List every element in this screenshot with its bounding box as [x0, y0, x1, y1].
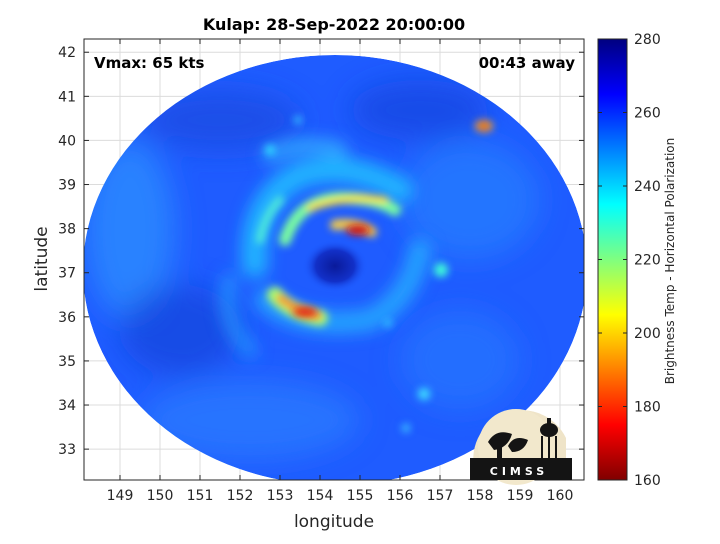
y-tick-label: 38	[58, 222, 76, 238]
eye-region	[303, 240, 367, 292]
y-axis: 33 34 35 36 37 38 39 40 41 42	[58, 45, 584, 458]
colorbar-tick-label: 260	[634, 106, 661, 122]
logo-text: CIMSS	[490, 465, 548, 478]
x-tick-label: 156	[387, 488, 414, 504]
y-tick-label: 42	[58, 45, 76, 61]
y-axis-label: latitude	[32, 226, 52, 291]
colorbar-tick-label: 220	[634, 253, 661, 269]
y-tick-label: 33	[58, 442, 76, 458]
x-tick-label: 155	[347, 488, 374, 504]
x-axis-label: longitude	[294, 512, 374, 532]
x-tick-label: 150	[147, 488, 174, 504]
y-tick-label: 39	[58, 178, 76, 194]
microwave-swath	[84, 55, 584, 480]
x-tick-label: 151	[187, 488, 214, 504]
y-tick-label: 37	[58, 266, 76, 282]
y-tick-label: 41	[58, 89, 76, 105]
colorbar-label: Brightness Temp - Horizontal Polarizatio…	[663, 138, 677, 385]
chart-title: Kulap: 28-Sep-2022 20:00:00	[203, 15, 465, 34]
vmax-annotation: Vmax: 65 kts	[94, 54, 204, 72]
colorbar	[598, 39, 627, 480]
x-tick-label: 154	[307, 488, 334, 504]
x-tick-label: 159	[507, 488, 534, 504]
x-axis: 149 150 151 152 153 154 155 156 157 158 159 160	[107, 39, 574, 504]
x-tick-label: 153	[267, 488, 294, 504]
x-tick-label: 160	[547, 488, 574, 504]
colorbar-tick-label: 280	[634, 32, 661, 48]
x-tick-label: 152	[227, 488, 254, 504]
plot-frame	[83, 38, 585, 481]
y-tick-label: 40	[58, 133, 76, 149]
x-tick-label: 149	[107, 488, 134, 504]
x-tick-label: 158	[467, 488, 494, 504]
y-tick-label: 36	[58, 310, 76, 326]
colorbar-ticks: 160 180 200 220 240 260 280	[598, 32, 661, 489]
time-away-annotation: 00:43 away	[479, 54, 576, 72]
y-tick-label: 35	[58, 354, 76, 370]
colorbar-tick-label: 200	[634, 326, 661, 342]
colorbar-tick-label: 240	[634, 179, 661, 195]
cimss-logo: CIMSS	[470, 409, 572, 485]
y-tick-label: 34	[58, 398, 76, 414]
x-tick-label: 157	[427, 488, 454, 504]
colorbar-tick-label: 160	[634, 473, 661, 489]
colorbar-tick-label: 180	[634, 400, 661, 416]
